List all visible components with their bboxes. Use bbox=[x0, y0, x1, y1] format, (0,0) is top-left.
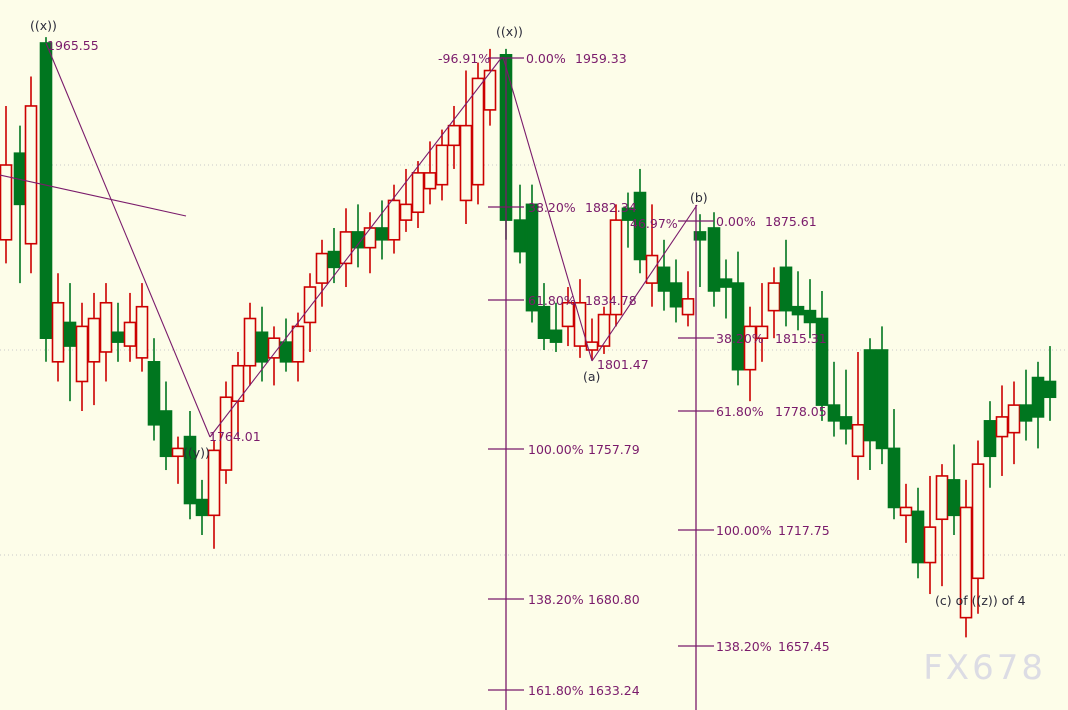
trendline-group bbox=[0, 42, 698, 438]
price-label-p-1801: 1801.47 bbox=[597, 357, 649, 372]
wave-label-a-mid: (a) bbox=[583, 369, 601, 384]
fib-percent-fib-left-4: 100.00% bbox=[528, 442, 584, 457]
fib-value-fib-right-4: 1657.45 bbox=[778, 639, 830, 654]
fib-percent-fib-right-0: 0.00% bbox=[716, 214, 756, 229]
fib-value-fib-left-3: 1834.78 bbox=[585, 293, 637, 308]
fib-value-fib-left-2: 1882.34 bbox=[585, 200, 637, 215]
fib-value-fib-right-2: 1778.05 bbox=[775, 404, 827, 419]
wave-label-b-right: (b) bbox=[690, 190, 708, 205]
watermark: FX678 bbox=[923, 648, 1046, 688]
fib-percent-fib-left-1: 0.00% bbox=[526, 51, 566, 66]
fib-value-fib-left-6: 1633.24 bbox=[588, 683, 640, 698]
fib-value-fib-right-0: 1875.61 bbox=[765, 214, 817, 229]
fib-percent-fib-right-1: 38.20% bbox=[716, 331, 764, 346]
fib-percent-fib-left-6: 161.80% bbox=[528, 683, 584, 698]
fib-value-fib-right-3: 1717.75 bbox=[778, 523, 830, 538]
fib-value-fib-left-4: 1757.79 bbox=[588, 442, 640, 457]
wave-label-x-mid: ((x)) bbox=[496, 24, 523, 39]
price-label-p-1764: 1764.01 bbox=[209, 429, 261, 444]
wave-label-y-left: ((y)) bbox=[183, 445, 210, 460]
price-label-p-1965: 1965.55 bbox=[47, 38, 99, 53]
wave-label-x-left: ((x)) bbox=[30, 18, 57, 33]
wave-label-c-end: (c) of ((z)) of 4 bbox=[935, 593, 1026, 608]
fib-percent-fib-left-2: 38.20% bbox=[528, 200, 576, 215]
fibonacci-group bbox=[488, 57, 714, 710]
fib-percent-fib-right-3: 100.00% bbox=[716, 523, 772, 538]
fib-value-fib-right-1: 1815.31 bbox=[775, 331, 827, 346]
fib-percent-fib-left-5: 138.20% bbox=[528, 592, 584, 607]
fib-value-fib-left-1: 1959.33 bbox=[575, 51, 627, 66]
fib-percent-fib-left-0: -96.91% bbox=[438, 51, 491, 66]
fib-percent-fib-right-2: 61.80% bbox=[716, 404, 764, 419]
candlestick-series bbox=[0, 37, 1057, 638]
fib-percent-pct-4697: 46.97% bbox=[630, 216, 678, 231]
fib-percent-fib-right-4: 138.20% bbox=[716, 639, 772, 654]
fib-percent-fib-left-3: 61.80% bbox=[528, 293, 576, 308]
fib-value-fib-left-5: 1680.80 bbox=[588, 592, 640, 607]
